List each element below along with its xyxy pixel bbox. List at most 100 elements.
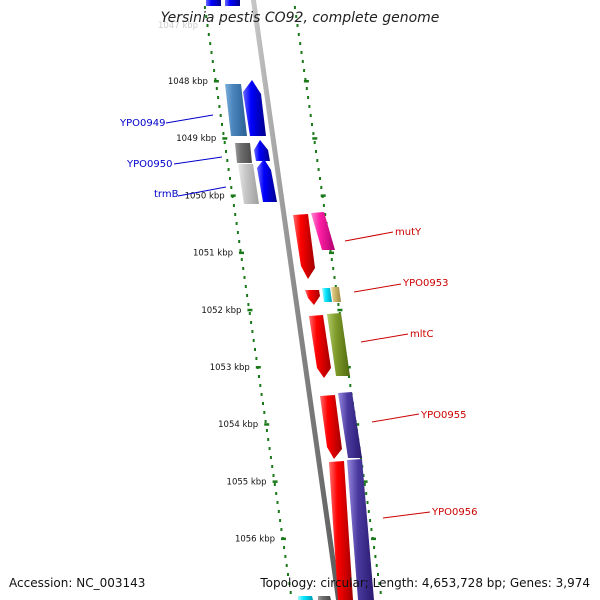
gene-yp0955-purple: [338, 392, 362, 458]
tick-mark: [222, 137, 228, 140]
ruler-dot: [297, 33, 300, 36]
tick-label: 1052 kbp: [201, 306, 241, 316]
ruler-dot: [309, 114, 312, 117]
ruler-dot: [334, 285, 337, 288]
gene-yp0949-arrow: [243, 80, 266, 136]
ruler-dot: [287, 573, 289, 576]
gene-labels: YPO0949 YPO0950 trmB mutY YPO0953 mltC Y…: [119, 118, 477, 518]
ruler-dot: [265, 429, 268, 432]
map-title: Yersinia pestis CO92, complete genome: [161, 10, 440, 26]
ruler-dot: [232, 204, 235, 207]
ruler-dot: [259, 384, 262, 387]
ruler-dot: [322, 204, 325, 207]
ruler-dot: [316, 159, 319, 162]
ruler-dot: [366, 501, 369, 504]
tick-mark: [239, 251, 244, 255]
gene-red-arrow-3: [309, 315, 331, 378]
ruler-dot: [378, 582, 381, 585]
ruler-dot: [218, 105, 221, 108]
tick-mark: [371, 537, 376, 541]
tick-mark: [337, 308, 343, 312]
reverse-strand-genes: [293, 212, 374, 600]
ruler-dot: [374, 555, 377, 558]
ruler-dot: [330, 258, 333, 261]
gene-yp0953-cyan: [322, 288, 332, 302]
ruler-dot: [289, 591, 292, 594]
ruler-dot: [206, 24, 209, 27]
ruler-dot: [333, 276, 336, 279]
ruler-dot: [324, 213, 327, 216]
ruler-dot: [211, 60, 214, 63]
ruler-dot: [227, 168, 230, 171]
ruler-dot: [223, 141, 226, 144]
gene-yp0950-small-arrow: [254, 140, 270, 161]
tick-mark: [272, 480, 278, 483]
gene-trmB-arrow: [257, 159, 277, 202]
gene-label-forward[interactable]: trmB: [154, 189, 179, 200]
ruler-dot: [295, 15, 298, 18]
ruler-dot: [377, 573, 379, 576]
tick-label: 1049 kbp: [176, 134, 216, 144]
ruler-dot: [307, 96, 310, 99]
gene-label-forward[interactable]: YPO0949: [119, 118, 165, 129]
ruler-dot: [283, 546, 286, 549]
tick-label: 1048 kbp: [168, 77, 208, 87]
tick-mark: [329, 251, 334, 255]
clipped-tick-label: 1047 kbp: [158, 21, 198, 31]
ruler-dot: [313, 141, 316, 144]
ruler-dot: [317, 168, 320, 171]
gene-label-reverse[interactable]: YPO0953: [402, 278, 448, 289]
gene-yp0956-purple: [347, 459, 374, 600]
ruler-dot: [263, 411, 266, 414]
ruler-dot: [255, 357, 258, 360]
gene-mutY-pink: [311, 212, 335, 250]
tick-mark: [303, 80, 309, 83]
gene-label-reverse[interactable]: mutY: [395, 227, 422, 238]
ruler-dot: [226, 159, 229, 162]
gene-label-forward[interactable]: YPO0950: [126, 159, 172, 170]
ruler-dot: [373, 546, 376, 549]
ruler-dot: [288, 582, 291, 585]
ruler-dot: [247, 303, 250, 306]
ruler-dot: [254, 348, 256, 351]
ruler-dot: [203, 6, 206, 9]
ruler-dot: [280, 528, 283, 531]
ruler-dot: [363, 483, 366, 486]
ruler-dot: [337, 303, 340, 306]
ruler-dot: [268, 447, 271, 450]
tick-mark: [312, 137, 318, 140]
tick-mark: [255, 366, 261, 369]
ruler-dot: [235, 222, 238, 225]
gene-mltC-olive: [327, 313, 350, 376]
gene-label-reverse[interactable]: mltC: [410, 329, 433, 340]
tick-label: 1050 kbp: [185, 191, 225, 201]
ruler-dot: [375, 564, 378, 567]
ruler-dot: [284, 555, 287, 558]
tick-mark: [320, 194, 326, 197]
ruler-dot: [301, 60, 304, 63]
ruler-dot: [244, 285, 247, 288]
tick-label: 1055 kbp: [227, 477, 267, 487]
tick-label: 1053 kbp: [210, 363, 250, 373]
tick-mark: [362, 480, 368, 483]
gene-red-arrow-2: [305, 290, 320, 305]
ruler-ticks: 1048 kbp 1049 kbp 1050 kbp 1051 kbp 1052 kbp…: [168, 77, 376, 545]
backbone-line: [250, 0, 342, 600]
ruler-dot: [219, 114, 222, 117]
ruler-dot: [234, 213, 237, 216]
ruler-dot: [243, 276, 246, 279]
gene-label-reverse[interactable]: YPO0955: [420, 410, 466, 421]
ruler-dot: [279, 519, 282, 522]
accession-text: Accession: NC_003143: [9, 576, 145, 590]
gene-label-reverse[interactable]: YPO0956: [431, 507, 477, 518]
ruler-dot: [272, 474, 275, 477]
tick-mark: [281, 537, 286, 541]
forward-strand-genes: [225, 80, 277, 204]
ruler-dot: [320, 186, 323, 189]
ruler-dot: [267, 438, 270, 441]
ruler-dot: [271, 465, 274, 468]
ruler-dot: [296, 24, 299, 27]
ruler-dot: [242, 267, 245, 270]
genome-stats-text: Topology: circular; Length: 4,653,728 bp…: [259, 576, 590, 590]
